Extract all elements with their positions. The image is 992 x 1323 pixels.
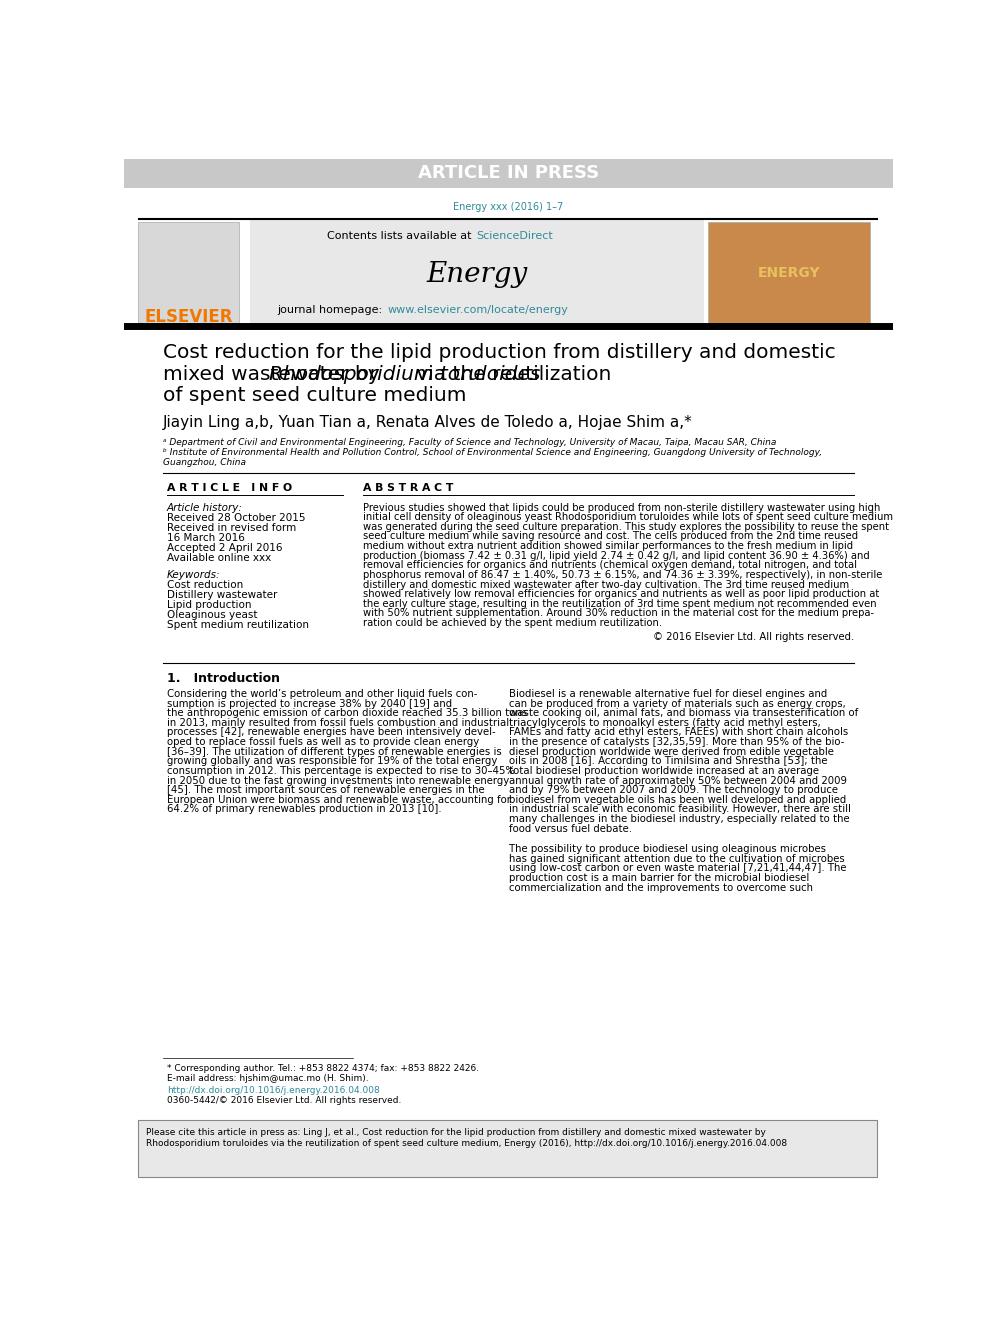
Text: [45]. The most important sources of renewable energies in the: [45]. The most important sources of rene… <box>167 785 484 795</box>
Text: distillery and domestic mixed wastewater after two-day cultivation. The 3rd time: distillery and domestic mixed wastewater… <box>363 579 849 590</box>
Text: Received 28 October 2015: Received 28 October 2015 <box>167 512 306 523</box>
Text: Cost reduction for the lipid production from distillery and domestic: Cost reduction for the lipid production … <box>163 343 835 363</box>
Text: many challenges in the biodiesel industry, especially related to the: many challenges in the biodiesel industr… <box>509 814 850 824</box>
FancyBboxPatch shape <box>138 222 239 323</box>
Text: seed culture medium while saving resource and cost. The cells produced from the : seed culture medium while saving resourc… <box>363 532 858 541</box>
Text: A R T I C L E   I N F O: A R T I C L E I N F O <box>167 483 292 493</box>
Text: in industrial scale with economic feasibility. However, there are still: in industrial scale with economic feasib… <box>509 804 851 815</box>
Text: [36–39]. The utilization of different types of renewable energies is: [36–39]. The utilization of different ty… <box>167 746 501 757</box>
Text: growing globally and was responsible for 19% of the total energy: growing globally and was responsible for… <box>167 757 497 766</box>
Text: using low-cost carbon or even waste material [7,21,41,44,47]. The: using low-cost carbon or even waste mate… <box>509 864 847 873</box>
Text: in 2013, mainly resulted from fossil fuels combustion and industrial: in 2013, mainly resulted from fossil fue… <box>167 718 509 728</box>
Text: sumption is projected to increase 38% by 2040 [19] and: sumption is projected to increase 38% by… <box>167 699 451 709</box>
Text: ration could be achieved by the spent medium reutilization.: ration could be achieved by the spent me… <box>363 618 662 628</box>
Text: production cost is a main barrier for the microbial biodiesel: production cost is a main barrier for th… <box>509 873 809 882</box>
Text: Oleaginous yeast: Oleaginous yeast <box>167 610 257 620</box>
Text: Please cite this article in press as: Ling J, et al., Cost reduction for the lip: Please cite this article in press as: Li… <box>146 1129 766 1138</box>
Text: The possibility to produce biodiesel using oleaginous microbes: The possibility to produce biodiesel usi… <box>509 844 826 855</box>
Text: Energy xxx (2016) 1–7: Energy xxx (2016) 1–7 <box>453 202 563 212</box>
Text: initial cell density of oleaginous yeast Rhodosporidium toruloides while lots of: initial cell density of oleaginous yeast… <box>363 512 893 523</box>
Text: processes [42], renewable energies have been intensively devel-: processes [42], renewable energies have … <box>167 728 495 737</box>
Text: ᵇ Institute of Environmental Health and Pollution Control, School of Environment: ᵇ Institute of Environmental Health and … <box>163 448 822 458</box>
Text: ELSEVIER: ELSEVIER <box>144 308 232 325</box>
Text: Rhodosporidium toruloides via the reutilization of spent seed culture medium, En: Rhodosporidium toruloides via the reutil… <box>146 1139 787 1148</box>
Text: consumption in 2012. This percentage is expected to rise to 30–45%: consumption in 2012. This percentage is … <box>167 766 515 775</box>
Text: http://dx.doi.org/10.1016/j.energy.2016.04.008: http://dx.doi.org/10.1016/j.energy.2016.… <box>167 1086 379 1095</box>
Text: Article history:: Article history: <box>167 503 242 512</box>
Text: Accepted 2 April 2016: Accepted 2 April 2016 <box>167 542 282 553</box>
Text: ScienceDirect: ScienceDirect <box>476 230 553 241</box>
Text: Available online xxx: Available online xxx <box>167 553 271 562</box>
Text: 0360-5442/© 2016 Elsevier Ltd. All rights reserved.: 0360-5442/© 2016 Elsevier Ltd. All right… <box>167 1095 401 1105</box>
Text: www.elsevier.com/locate/energy: www.elsevier.com/locate/energy <box>388 304 568 315</box>
Text: FAMEs and fatty acid ethyl esters, FAEEs) with short chain alcohols: FAMEs and fatty acid ethyl esters, FAEEs… <box>509 728 848 737</box>
FancyBboxPatch shape <box>707 222 870 323</box>
Text: diesel production worldwide were derived from edible vegetable: diesel production worldwide were derived… <box>509 746 834 757</box>
Text: Distillery wastewater: Distillery wastewater <box>167 590 277 601</box>
Text: in the presence of catalysts [32,35,59]. More than 95% of the bio-: in the presence of catalysts [32,35,59].… <box>509 737 844 747</box>
Text: removal efficiencies for organics and nutrients (chemical oxygen demand, total n: removal efficiencies for organics and nu… <box>363 561 857 570</box>
Text: oped to replace fossil fuels as well as to provide clean energy: oped to replace fossil fuels as well as … <box>167 737 479 747</box>
Text: Cost reduction: Cost reduction <box>167 581 243 590</box>
Text: the early culture stage, resulting in the reutilization of 3rd time spent medium: the early culture stage, resulting in th… <box>363 599 876 609</box>
Text: triacylglycerols to monoalkyl esters (fatty acid methyl esters,: triacylglycerols to monoalkyl esters (fa… <box>509 718 821 728</box>
Text: showed relatively low removal efficiencies for organics and nutrients as well as: showed relatively low removal efficienci… <box>363 589 879 599</box>
Text: phosphorus removal of 86.47 ± 1.40%, 50.73 ± 6.15%, and 74.36 ± 3.39%, respectiv: phosphorus removal of 86.47 ± 1.40%, 50.… <box>363 570 882 579</box>
Text: Energy: Energy <box>426 261 527 288</box>
Text: Rhodosporidium toruloides: Rhodosporidium toruloides <box>269 365 541 384</box>
FancyBboxPatch shape <box>124 159 893 188</box>
Text: Considering the world’s petroleum and other liquid fuels con-: Considering the world’s petroleum and ot… <box>167 689 477 699</box>
Text: mixed wastewater by: mixed wastewater by <box>163 365 386 384</box>
Text: Previous studies showed that lipids could be produced from non-sterile distiller: Previous studies showed that lipids coul… <box>363 503 880 512</box>
Text: Keywords:: Keywords: <box>167 570 220 581</box>
Text: ENERGY: ENERGY <box>758 266 820 279</box>
Text: can be produced from a variety of materials such as energy crops,: can be produced from a variety of materi… <box>509 699 846 709</box>
Text: Biodiesel is a renewable alternative fuel for diesel engines and: Biodiesel is a renewable alternative fue… <box>509 689 827 699</box>
Text: biodiesel from vegetable oils has been well developed and applied: biodiesel from vegetable oils has been w… <box>509 795 846 804</box>
Text: production (biomass 7.42 ± 0.31 g/l, lipid yield 2.74 ± 0.42 g/l, and lipid cont: production (biomass 7.42 ± 0.31 g/l, lip… <box>363 550 869 561</box>
Text: ARTICLE IN PRESS: ARTICLE IN PRESS <box>418 164 599 183</box>
Text: the anthropogenic emission of carbon dioxide reached 35.3 billion tons: the anthropogenic emission of carbon dio… <box>167 708 527 718</box>
Text: of spent seed culture medium: of spent seed culture medium <box>163 386 466 405</box>
Text: Guangzhou, China: Guangzhou, China <box>163 458 246 467</box>
Text: total biodiesel production worldwide increased at an average: total biodiesel production worldwide inc… <box>509 766 819 775</box>
Text: was generated during the seed culture preparation. This study explores the possi: was generated during the seed culture pr… <box>363 521 889 532</box>
Text: in 2050 due to the fast growing investments into renewable energy: in 2050 due to the fast growing investme… <box>167 775 509 786</box>
Text: 16 March 2016: 16 March 2016 <box>167 533 244 542</box>
Text: European Union were biomass and renewable waste, accounting for: European Union were biomass and renewabl… <box>167 795 511 804</box>
Text: 1.   Introduction: 1. Introduction <box>167 672 280 685</box>
Text: and by 79% between 2007 and 2009. The technology to produce: and by 79% between 2007 and 2009. The te… <box>509 785 838 795</box>
Text: A B S T R A C T: A B S T R A C T <box>363 483 453 493</box>
Text: commercialization and the improvements to overcome such: commercialization and the improvements t… <box>509 882 813 893</box>
Text: Lipid production: Lipid production <box>167 601 251 610</box>
Text: has gained significant attention due to the cultivation of microbes: has gained significant attention due to … <box>509 853 845 864</box>
Text: oils in 2008 [16]. According to Timilsina and Shrestha [53]; the: oils in 2008 [16]. According to Timilsin… <box>509 757 827 766</box>
Text: Contents lists available at: Contents lists available at <box>327 230 475 241</box>
Text: © 2016 Elsevier Ltd. All rights reserved.: © 2016 Elsevier Ltd. All rights reserved… <box>653 631 854 642</box>
Text: Jiayin Ling a,b, Yuan Tian a, Renata Alves de Toledo a, Hojae Shim a,*: Jiayin Ling a,b, Yuan Tian a, Renata Alv… <box>163 414 692 430</box>
Text: with 50% nutrient supplementation. Around 30% reduction in the material cost for: with 50% nutrient supplementation. Aroun… <box>363 609 874 618</box>
Text: Received in revised form: Received in revised form <box>167 523 296 533</box>
Text: * Corresponding author. Tel.: +853 8822 4374; fax: +853 8822 2426.: * Corresponding author. Tel.: +853 8822 … <box>167 1065 479 1073</box>
Text: medium without extra nutrient addition showed similar performances to the fresh : medium without extra nutrient addition s… <box>363 541 853 552</box>
Text: annual growth rate of approximately 50% between 2004 and 2009: annual growth rate of approximately 50% … <box>509 775 847 786</box>
FancyBboxPatch shape <box>138 1119 877 1177</box>
Text: 64.2% of primary renewables production in 2013 [10].: 64.2% of primary renewables production i… <box>167 804 441 815</box>
Text: ᵃ Department of Civil and Environmental Engineering, Faculty of Science and Tech: ᵃ Department of Civil and Environmental … <box>163 438 776 447</box>
Text: Spent medium reutilization: Spent medium reutilization <box>167 620 309 630</box>
Text: E-mail address: hjshim@umac.mo (H. Shim).: E-mail address: hjshim@umac.mo (H. Shim)… <box>167 1074 368 1084</box>
Text: via the reutilization: via the reutilization <box>411 365 612 384</box>
Text: journal homepage:: journal homepage: <box>278 304 386 315</box>
Text: waste cooking oil, animal fats, and biomass via transesterification of: waste cooking oil, animal fats, and biom… <box>509 708 858 718</box>
FancyBboxPatch shape <box>250 221 703 324</box>
Text: food versus fuel debate.: food versus fuel debate. <box>509 824 632 833</box>
